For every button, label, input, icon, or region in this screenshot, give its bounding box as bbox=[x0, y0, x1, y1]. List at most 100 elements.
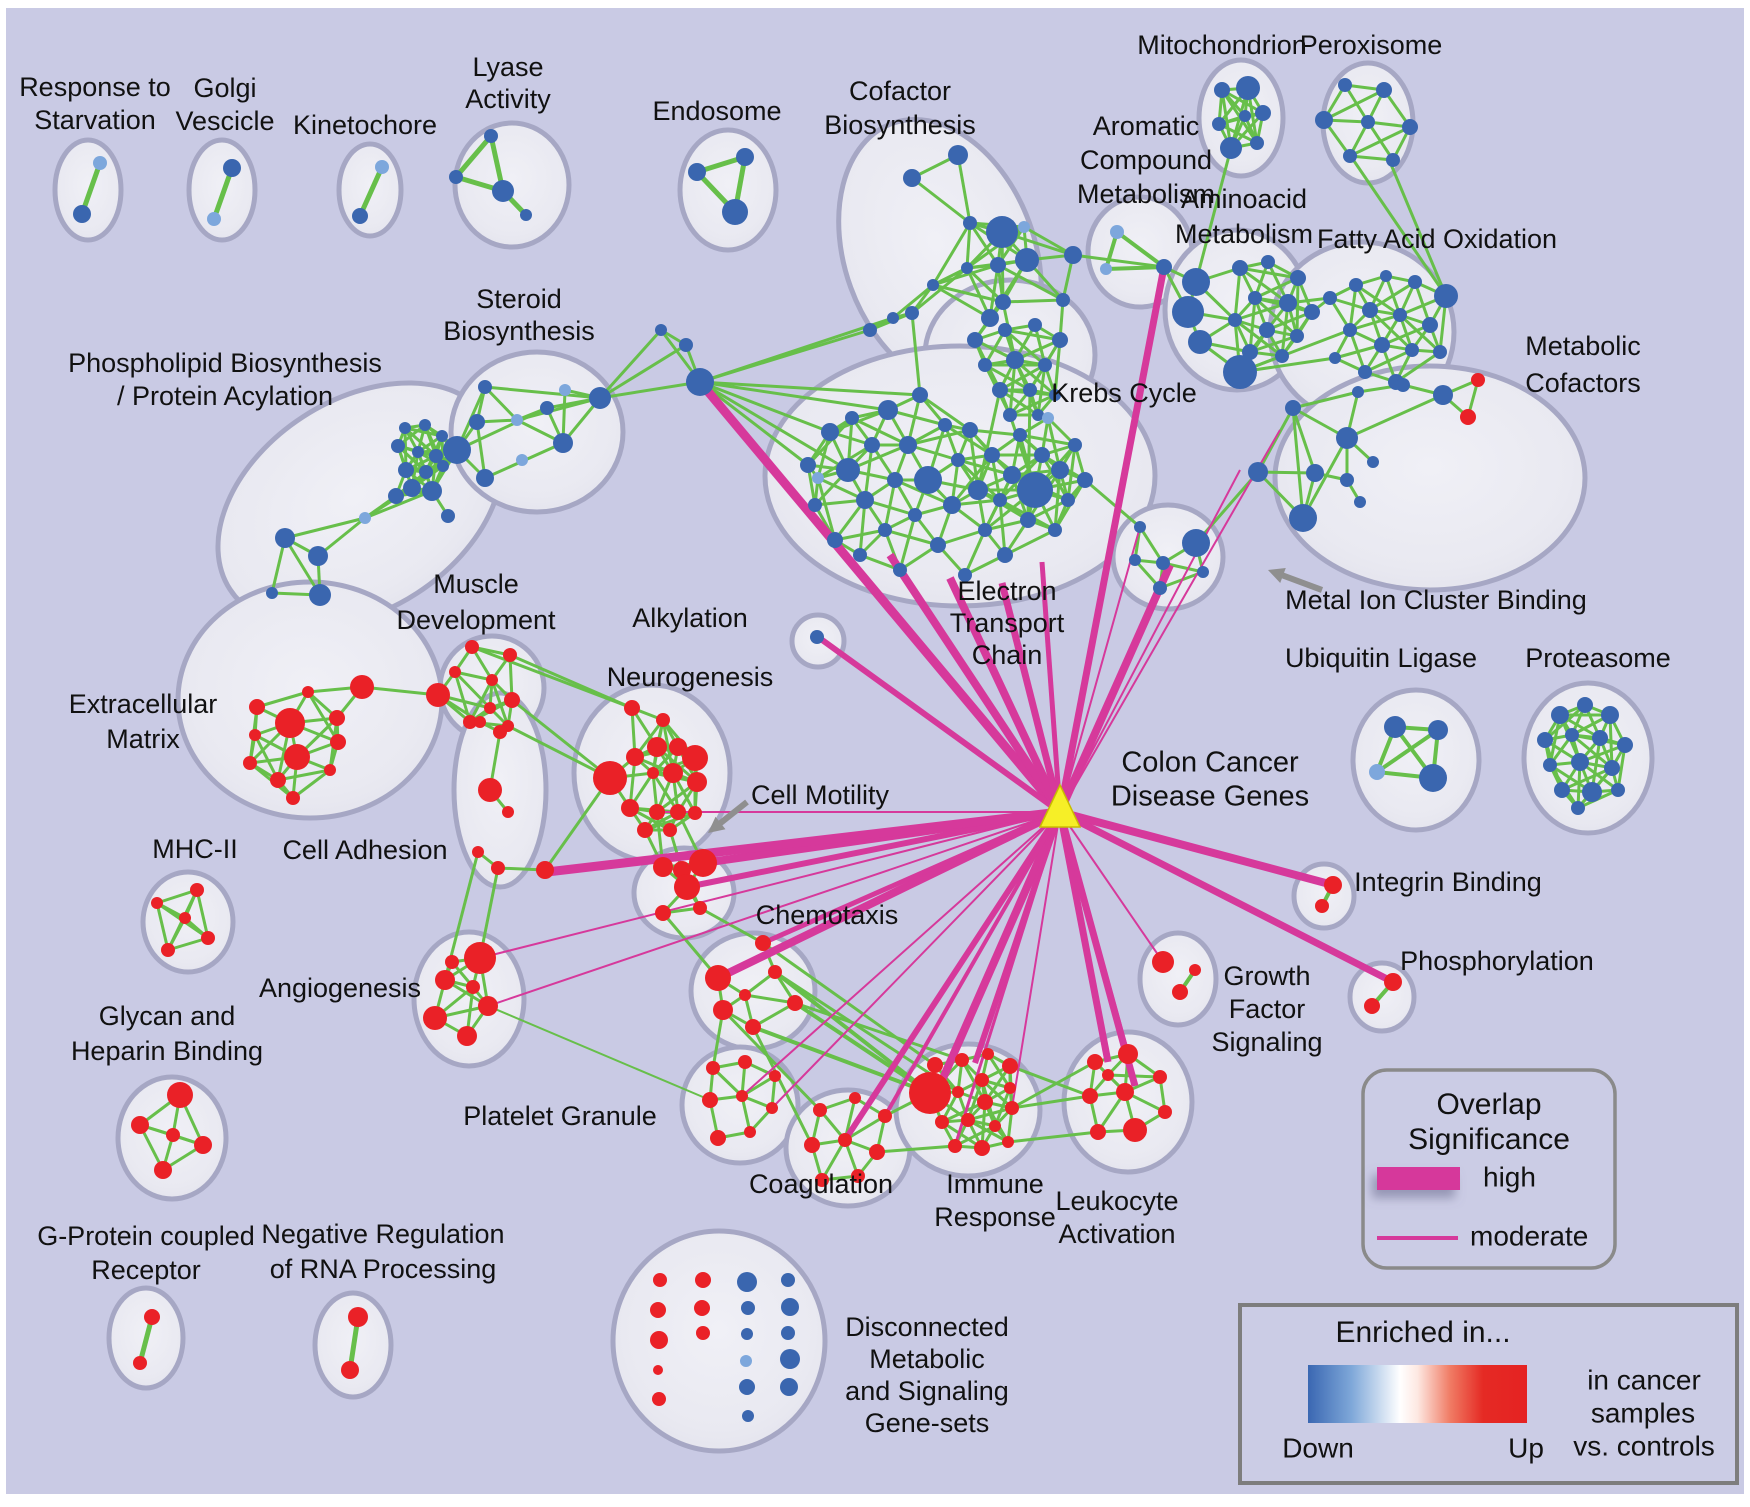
gene-set-node bbox=[1405, 343, 1419, 357]
gene-set-node bbox=[476, 469, 494, 487]
overlap-significance-edge bbox=[487, 811, 1061, 1007]
gene-set-node bbox=[741, 1328, 753, 1340]
cluster-label-cell-motility-line1: Cell Motility bbox=[751, 780, 890, 810]
gene-set-edge bbox=[1002, 298, 1064, 304]
gene-set-edge bbox=[1036, 364, 1047, 416]
gene-set-node bbox=[815, 1173, 829, 1187]
gene-set-node bbox=[478, 778, 502, 802]
inter-cluster-edge bbox=[699, 380, 921, 397]
gene-set-node bbox=[275, 708, 305, 738]
cluster-label-lyase-activity-line2: Activity bbox=[465, 84, 551, 114]
gene-set-node bbox=[905, 306, 919, 320]
gene-set-node bbox=[961, 1113, 975, 1127]
gene-set-edge bbox=[956, 458, 1002, 502]
gene-set-edge bbox=[516, 396, 601, 422]
gene-set-edge bbox=[1292, 390, 1359, 410]
cluster-label-aromatic-compound-metabolism-line2: Compound bbox=[1080, 145, 1212, 175]
inter-cluster-edge bbox=[1194, 471, 1260, 544]
gene-set-node bbox=[223, 159, 241, 177]
gene-set-node bbox=[1017, 472, 1053, 508]
overlap-significance-edge bbox=[1056, 266, 1168, 813]
gene-set-edge bbox=[1105, 265, 1165, 271]
gene-set-edge bbox=[1334, 343, 1383, 360]
gene-set-node bbox=[912, 387, 928, 403]
inter-cluster-edge bbox=[1072, 253, 1165, 269]
gene-set-node bbox=[426, 683, 450, 707]
gene-set-node bbox=[744, 1126, 756, 1138]
gene-set-node bbox=[978, 358, 992, 372]
cluster-label-cell-adhesion-line1: Cell Adhesion bbox=[282, 835, 447, 865]
gene-set-edge bbox=[932, 283, 991, 320]
cluster-label-aminoacid-metabolism-line1: Aminoacid bbox=[1181, 184, 1307, 214]
gene-set-node bbox=[938, 418, 952, 432]
gene-set-node bbox=[1002, 1058, 1018, 1074]
gene-set-edge bbox=[1023, 225, 1074, 257]
gene-set-node bbox=[1182, 529, 1210, 557]
gene-set-node bbox=[1032, 409, 1044, 421]
gene-set-node bbox=[1433, 385, 1453, 405]
gene-set-node bbox=[893, 563, 907, 577]
inter-cluster-edge bbox=[976, 389, 1002, 491]
gene-set-node bbox=[201, 931, 215, 945]
gene-set-node bbox=[412, 446, 424, 458]
gene-set-node bbox=[887, 472, 903, 488]
gene-set-node bbox=[838, 1133, 852, 1147]
gene-set-node bbox=[1376, 82, 1392, 98]
gene-set-node bbox=[484, 129, 498, 143]
gene-set-node bbox=[624, 700, 640, 716]
gene-set-node bbox=[1110, 225, 1124, 239]
gene-set-node bbox=[516, 454, 528, 466]
gene-set-node bbox=[359, 512, 371, 524]
gene-set-node bbox=[1617, 737, 1633, 753]
gene-set-node bbox=[736, 1090, 748, 1102]
gene-set-node bbox=[1049, 389, 1061, 401]
gene-set-node bbox=[647, 737, 667, 757]
gene-set-edge bbox=[963, 529, 987, 576]
gene-set-node bbox=[1343, 149, 1357, 163]
gene-set-node bbox=[1015, 248, 1039, 272]
overlap-significance-edge bbox=[936, 810, 1064, 1087]
gene-set-node bbox=[270, 772, 286, 788]
gene-set-node bbox=[1018, 221, 1030, 233]
gene-set-node bbox=[702, 1092, 718, 1108]
gene-set-node bbox=[1571, 801, 1585, 815]
gene-set-node bbox=[1228, 313, 1242, 327]
cluster-label-phospholipid-biosynthesis-protein-acylation-line2: / Protein Acylation bbox=[117, 381, 333, 411]
gene-set-node bbox=[808, 498, 822, 512]
gene-set-node bbox=[1433, 345, 1447, 359]
gene-set-node bbox=[995, 294, 1011, 310]
gene-set-node bbox=[1028, 318, 1042, 332]
gene-set-node bbox=[492, 180, 514, 202]
gene-set-edge bbox=[911, 176, 971, 225]
gene-set-edge bbox=[1369, 280, 1416, 312]
cluster-label-aromatic-compound-metabolism-line3: Metabolism bbox=[1077, 179, 1215, 209]
gene-set-edge bbox=[1266, 310, 1313, 332]
gene-set-node bbox=[1259, 322, 1275, 338]
gene-set-node bbox=[689, 849, 717, 877]
gene-set-edge bbox=[744, 993, 796, 1005]
gene-set-node bbox=[423, 1006, 447, 1030]
gene-set-node bbox=[800, 457, 816, 473]
gene-set-node bbox=[1374, 337, 1390, 353]
gene-set-node bbox=[144, 1309, 160, 1325]
gene-set-edge bbox=[834, 528, 886, 542]
inter-cluster-edge bbox=[751, 1026, 814, 1146]
disease-genes-hub-triangle bbox=[1038, 783, 1082, 828]
gene-set-node bbox=[853, 548, 867, 562]
gene-set-node bbox=[1380, 270, 1392, 282]
inter-cluster-edge bbox=[699, 380, 809, 467]
cluster-ellipse-disconnected-metabolic-and-signaling-gene-sets bbox=[610, 1228, 828, 1454]
cluster-ellipse-steroid-biosynthesis bbox=[448, 349, 626, 515]
legend-overlap-title-line1: Overlap bbox=[1436, 1088, 1541, 1121]
gene-set-node bbox=[705, 965, 731, 991]
cluster-label-golgi-vescicle-line2: Vescicle bbox=[175, 106, 274, 136]
gene-set-node bbox=[962, 422, 978, 438]
gene-set-node bbox=[694, 1300, 710, 1316]
gene-set-node bbox=[1275, 349, 1289, 363]
inter-cluster-edge bbox=[1009, 1064, 1091, 1098]
gene-set-node bbox=[330, 734, 346, 750]
gene-set-node bbox=[1223, 355, 1257, 389]
gene-set-edge bbox=[932, 263, 999, 287]
inter-cluster-edge bbox=[721, 1008, 822, 1112]
gene-set-edge bbox=[998, 499, 1007, 556]
